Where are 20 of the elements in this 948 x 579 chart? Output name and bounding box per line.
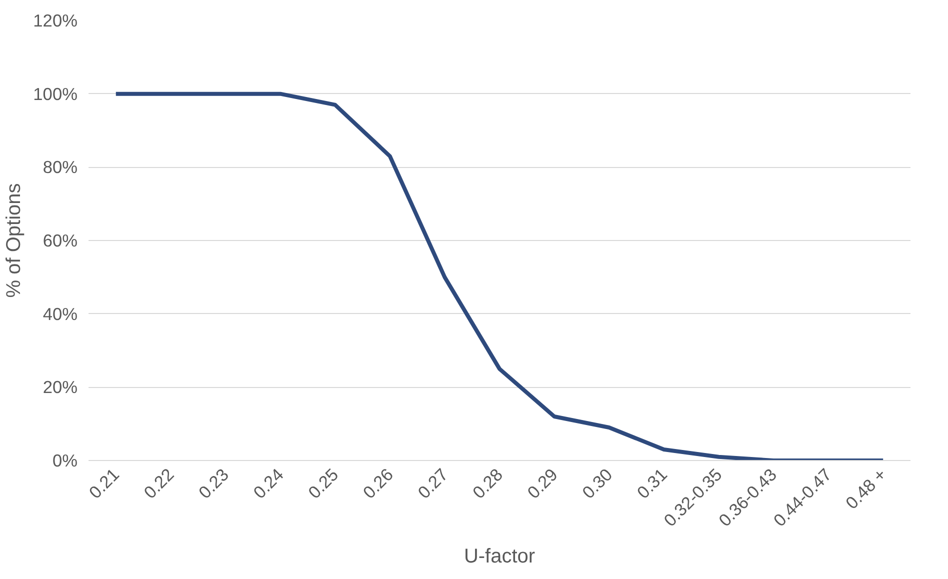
y-axis-title: % of Options xyxy=(3,183,26,298)
y-tick-label: 60% xyxy=(42,230,78,250)
y-tick-label: 120% xyxy=(33,10,78,30)
y-tick-label: 20% xyxy=(42,377,78,398)
x-tick-label: 0.21 xyxy=(84,464,123,502)
y-tick-label: 40% xyxy=(42,304,78,324)
x-tick-label: 0.30 xyxy=(578,464,616,502)
x-tick-label: 0.25 xyxy=(304,464,342,502)
line-series xyxy=(114,92,886,460)
x-tick-label: 0.24 xyxy=(249,464,288,502)
x-tick-label: 0.29 xyxy=(523,464,562,502)
y-tick-label: 0% xyxy=(52,450,78,470)
x-tick-label: 0.23 xyxy=(194,464,233,502)
x-tick-label: 0.26 xyxy=(358,464,397,502)
x-tick-label: 0.48 + xyxy=(842,464,890,513)
x-tick-label: 0.22 xyxy=(140,464,178,502)
y-tick-label: 80% xyxy=(42,157,78,178)
y-tick-label: 100% xyxy=(33,84,78,104)
x-axis-title: U-factor xyxy=(464,545,536,568)
x-tick-label: 0.28 xyxy=(468,464,507,502)
